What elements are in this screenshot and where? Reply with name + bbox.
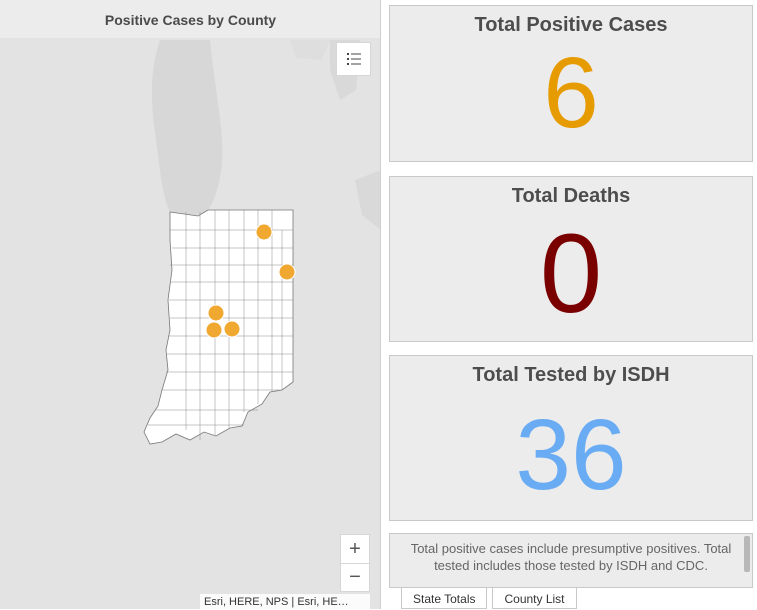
deaths-card: Total Deaths 0 (389, 176, 753, 342)
case-marker (207, 304, 225, 322)
tested-card: Total Tested by ISDH 36 (389, 355, 753, 521)
positive-cases-value: 6 (543, 37, 599, 149)
land-east (355, 170, 380, 230)
case-marker (223, 320, 241, 338)
tab-county-list[interactable]: County List (492, 588, 577, 609)
deaths-title: Total Deaths (511, 185, 631, 207)
zoom-out-button[interactable]: − (341, 563, 369, 591)
note-text: Total positive cases include presumptive… (410, 541, 732, 573)
positive-cases-title: Total Positive Cases (474, 14, 668, 36)
tested-value: 36 (515, 399, 627, 511)
map-title: Positive Cases by County (0, 0, 380, 38)
case-marker (255, 223, 273, 241)
county-boundaries (148, 210, 293, 440)
legend-list-icon (346, 53, 361, 65)
zoom-in-button[interactable]: + (349, 537, 361, 560)
note-card: Total positive cases include presumptive… (389, 533, 753, 588)
lake-michigan (151, 40, 223, 217)
tab-state-totals[interactable]: State Totals (401, 588, 488, 609)
note-scrollbar[interactable] (744, 536, 750, 572)
positive-cases-card: Total Positive Cases 6 (389, 5, 753, 162)
map-panel: Positive Cases by County (0, 0, 381, 609)
legend-button[interactable] (336, 42, 371, 76)
map-attribution[interactable]: Esri, HERE, NPS | Esri, HE… (200, 594, 370, 609)
zoom-controls: + − (340, 534, 370, 592)
tested-title: Total Tested by ISDH (472, 364, 670, 386)
case-marker (278, 263, 296, 281)
case-marker (205, 321, 223, 339)
map-canvas[interactable] (0, 38, 381, 609)
lake-huron-edge (290, 40, 330, 60)
tab-bar: State Totals County List (389, 588, 582, 609)
deaths-value: 0 (539, 211, 603, 336)
